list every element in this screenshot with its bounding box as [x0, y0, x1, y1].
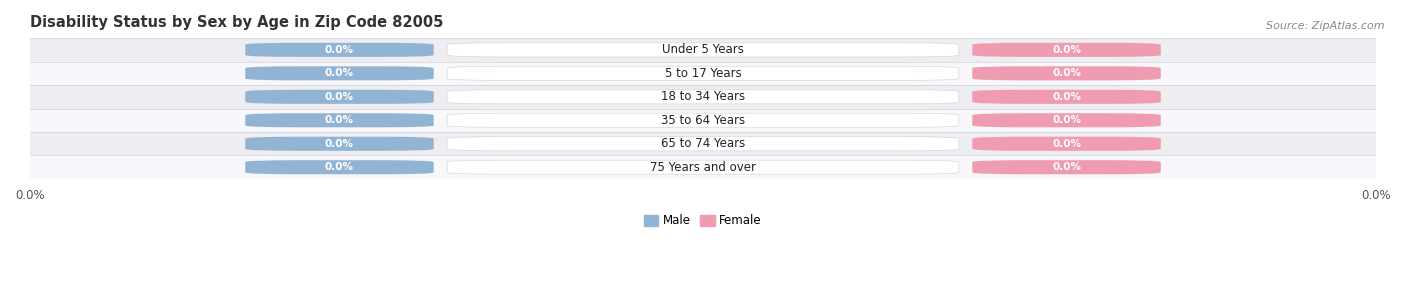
Bar	[30, 156, 1376, 179]
Text: 35 to 64 Years: 35 to 64 Years	[661, 114, 745, 127]
Text: Under 5 Years: Under 5 Years	[662, 43, 744, 56]
FancyBboxPatch shape	[973, 43, 1161, 57]
Text: 0.0%: 0.0%	[325, 139, 354, 149]
Bar	[30, 109, 1376, 132]
Text: 75 Years and over: 75 Years and over	[650, 161, 756, 174]
FancyBboxPatch shape	[245, 137, 433, 151]
FancyBboxPatch shape	[447, 137, 959, 151]
FancyBboxPatch shape	[973, 66, 1161, 81]
Text: 0.0%: 0.0%	[325, 45, 354, 55]
Legend: Male, Female: Male, Female	[640, 210, 766, 232]
Text: 0.0%: 0.0%	[1052, 115, 1081, 125]
Bar	[30, 132, 1376, 156]
Text: 0.0%: 0.0%	[1052, 162, 1081, 172]
Text: 0.0%: 0.0%	[1052, 68, 1081, 78]
FancyBboxPatch shape	[973, 90, 1161, 104]
Text: 0.0%: 0.0%	[1052, 45, 1081, 55]
Text: 0.0%: 0.0%	[1052, 92, 1081, 102]
Text: 0.0%: 0.0%	[325, 92, 354, 102]
FancyBboxPatch shape	[245, 160, 433, 174]
FancyBboxPatch shape	[447, 160, 959, 174]
Text: 0.0%: 0.0%	[325, 115, 354, 125]
FancyBboxPatch shape	[245, 66, 433, 81]
Text: 5 to 17 Years: 5 to 17 Years	[665, 67, 741, 80]
Text: 18 to 34 Years: 18 to 34 Years	[661, 90, 745, 103]
Text: 65 to 74 Years: 65 to 74 Years	[661, 137, 745, 150]
Bar	[30, 38, 1376, 62]
Text: 0.0%: 0.0%	[325, 68, 354, 78]
Text: Disability Status by Sex by Age in Zip Code 82005: Disability Status by Sex by Age in Zip C…	[30, 15, 443, 30]
FancyBboxPatch shape	[973, 137, 1161, 151]
FancyBboxPatch shape	[447, 43, 959, 57]
FancyBboxPatch shape	[973, 113, 1161, 127]
FancyBboxPatch shape	[973, 160, 1161, 174]
Bar	[30, 85, 1376, 109]
FancyBboxPatch shape	[245, 113, 433, 127]
FancyBboxPatch shape	[447, 66, 959, 81]
FancyBboxPatch shape	[447, 90, 959, 104]
Text: 0.0%: 0.0%	[325, 162, 354, 172]
FancyBboxPatch shape	[245, 43, 433, 57]
FancyBboxPatch shape	[447, 113, 959, 127]
FancyBboxPatch shape	[245, 90, 433, 104]
Text: 0.0%: 0.0%	[1052, 139, 1081, 149]
Bar	[30, 62, 1376, 85]
Text: Source: ZipAtlas.com: Source: ZipAtlas.com	[1267, 21, 1385, 31]
